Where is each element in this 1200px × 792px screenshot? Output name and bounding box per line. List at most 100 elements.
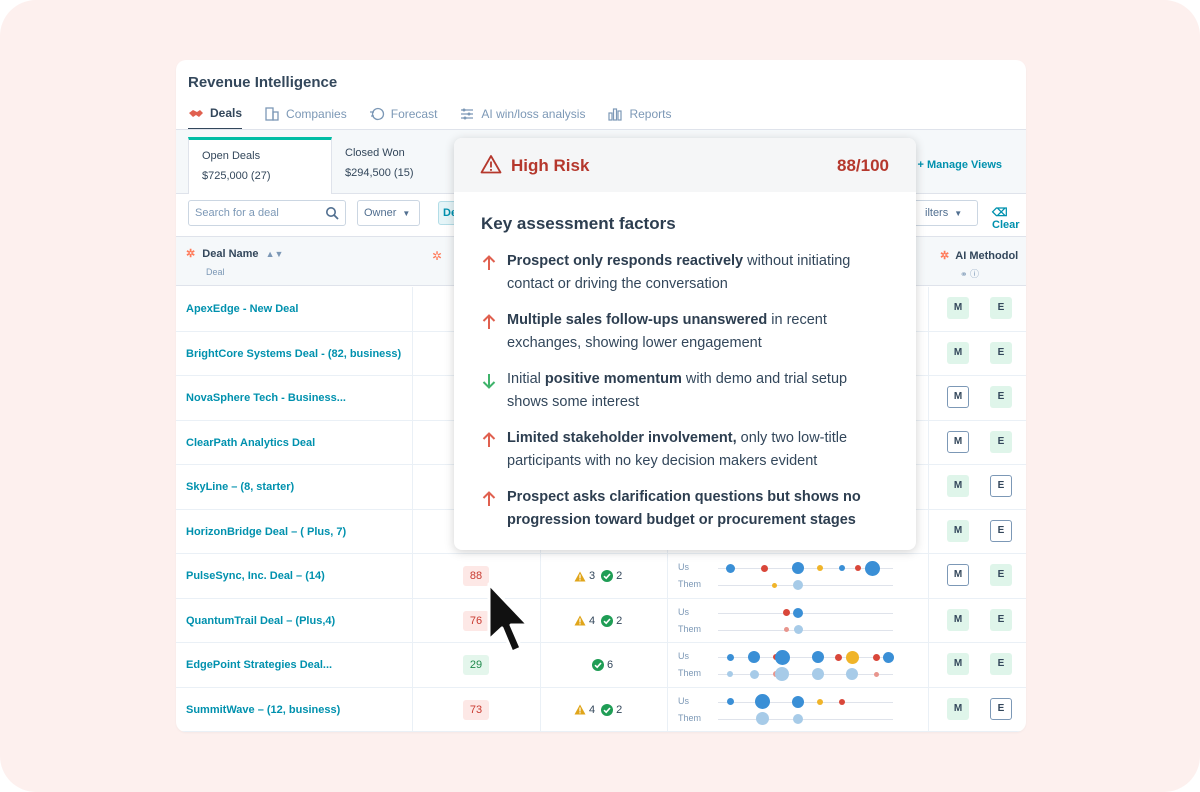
table-row[interactable]: EdgePoint Strategies Deal... 29 6 Us Them M E <box>176 643 1026 688</box>
methodology-m-badge[interactable]: M <box>947 341 969 364</box>
methodology-e-badge[interactable]: E <box>990 608 1012 631</box>
table-row[interactable]: QuantumTrail Deal – (Plus,4) 76 4 2 Us Them M E <box>176 598 1026 643</box>
methodology-m-badge[interactable]: M <box>947 608 969 631</box>
check-circle-icon <box>601 570 614 582</box>
check-count: 6 <box>592 659 613 671</box>
column-divider <box>412 598 413 642</box>
table-row[interactable]: SummitWave – (12, business) 73 4 2 Us Them M E <box>176 687 1026 732</box>
factor-list: Prospect only responds reactively withou… <box>481 250 891 545</box>
methodology-e-badge[interactable]: E <box>990 386 1012 408</box>
tab-forecast[interactable]: Forecast <box>369 106 437 130</box>
column-divider <box>928 465 929 509</box>
methodology-m-badge[interactable]: M <box>947 697 969 720</box>
us-activity-dot <box>725 563 735 573</box>
deal-name-link[interactable]: EdgePoint Strategies Deal... <box>186 659 333 671</box>
us-activity-dot <box>839 565 845 571</box>
them-line <box>718 629 893 631</box>
methodology-e-badge[interactable]: E <box>990 697 1012 720</box>
us-activity-dot <box>726 653 734 661</box>
factor-text: Initial positive momentum with demo and … <box>507 371 848 410</box>
warning-icon <box>480 155 502 174</box>
deal-name-link[interactable]: HorizonBridge Deal – ( Plus, 7) <box>186 525 347 538</box>
us-activity-dot <box>782 609 790 616</box>
us-activity-dot <box>834 653 842 661</box>
sort-icon[interactable]: ▲▼ <box>265 249 284 259</box>
more-filters-dropdown[interactable]: ilters ▼ <box>912 200 978 226</box>
owner-dropdown[interactable]: Owner ▼ <box>357 200 420 226</box>
methodology-m-badge[interactable]: M <box>947 297 969 319</box>
risk-score-badge[interactable]: 88 <box>463 566 489 586</box>
us-activity-dot <box>882 651 894 663</box>
risk-score-badge[interactable]: 29 <box>463 655 489 675</box>
them-line <box>718 585 893 586</box>
methodology-m-badge[interactable]: M <box>947 519 969 542</box>
factors-heading: Key assessment factors <box>481 214 676 233</box>
them-activity-dot <box>727 671 733 677</box>
column-divider <box>412 465 413 509</box>
column-divider <box>412 287 413 331</box>
methodology-m-badge[interactable]: M <box>947 430 969 453</box>
methodology-m-badge[interactable]: M <box>947 564 969 586</box>
deal-name-link[interactable]: BrightCore Systems Deal - (82, business) <box>186 347 402 360</box>
deal-name-link[interactable]: SummitWave – (12, business) <box>186 703 341 716</box>
search-input[interactable]: Search for a deal <box>188 200 346 226</box>
methodology-m-badge[interactable]: M <box>947 653 969 675</box>
assessment-factor: Prospect only responds reactively withou… <box>481 250 891 295</box>
ai-methodology-header[interactable]: ✲ AI Methodol <box>940 250 1019 262</box>
column-divider <box>928 598 929 642</box>
us-activity-dot <box>792 695 804 708</box>
deal-name-link[interactable]: SkyLine – (8, starter) <box>186 481 295 493</box>
factor-text: Prospect asks clarification questions bu… <box>507 489 861 528</box>
assessment-factor: Initial positive momentum with demo and … <box>481 368 891 413</box>
methodology-e-badge[interactable]: E <box>990 519 1012 542</box>
deal-name-link[interactable]: PulseSync, Inc. Deal – (14) <box>186 570 325 582</box>
methodology-m-badge[interactable]: M <box>947 386 969 408</box>
methodology-e-badge[interactable]: E <box>990 653 1012 675</box>
deal-name-header[interactable]: ✲ Deal Name ▲▼ <box>186 248 284 260</box>
popover-header: High Risk 88/100 <box>454 138 916 192</box>
them-activity-dot <box>793 625 803 634</box>
methodology-e-badge[interactable]: E <box>990 475 1012 497</box>
column-divider <box>667 554 668 598</box>
clear-filters-button[interactable]: ⌫ Clear <box>992 207 1020 231</box>
methodology-m-badge[interactable]: M <box>947 475 969 497</box>
engagement-timeline: Us Them <box>676 560 896 594</box>
methodology-e-badge[interactable]: E <box>990 297 1012 319</box>
column-divider <box>412 687 413 731</box>
us-line <box>718 701 893 703</box>
us-activity-dot <box>754 694 770 709</box>
methodology-e-badge[interactable]: E <box>990 564 1012 586</box>
risk-score-badge[interactable]: 73 <box>463 699 489 720</box>
column-divider <box>412 331 413 375</box>
tab-companies[interactable]: Companies <box>264 106 347 130</box>
risk-score-badge[interactable]: 76 <box>463 610 489 631</box>
methodology-e-badge[interactable]: E <box>990 341 1012 364</box>
them-activity-dot <box>749 669 759 679</box>
deal-name-link[interactable]: ClearPath Analytics Deal <box>186 436 316 449</box>
column-divider <box>667 598 668 642</box>
us-activity-dot <box>774 649 790 665</box>
us-activity-dot <box>817 698 823 705</box>
us-activity-dot <box>812 651 824 663</box>
them-activity-dot <box>771 582 777 588</box>
column-divider <box>928 687 929 731</box>
hubspot-icon: ✲ <box>186 248 196 260</box>
them-label: Them <box>678 668 702 678</box>
us-activity-dot <box>864 560 880 576</box>
column-divider <box>928 287 929 331</box>
view-tab-closed-won[interactable]: Closed Won $294,500 (15) <box>345 147 414 179</box>
manage-views-link[interactable]: + Manage Views <box>917 159 1002 171</box>
help-icon[interactable]: ⚭ ⓘ <box>960 269 980 279</box>
deal-name-link[interactable]: NovaSphere Tech - Business... <box>186 392 346 404</box>
table-row[interactable]: PulseSync, Inc. Deal – (14) 88 3 2 Us Them M E <box>176 554 1026 599</box>
deal-name-link[interactable]: QuantumTrail Deal – (Plus,4) <box>186 614 336 627</box>
view-tab-open-deals[interactable]: Open Deals $725,000 (27) <box>188 137 332 194</box>
them-activity-dot <box>755 712 769 725</box>
tab-deals[interactable]: Deals <box>188 106 243 130</box>
methodology-e-badge[interactable]: E <box>990 430 1012 453</box>
tab-ai-win-loss[interactable]: AI win/loss analysis <box>459 106 585 130</box>
deal-name-link[interactable]: ApexEdge - New Deal <box>186 303 299 315</box>
tab-reports[interactable]: Reports <box>607 106 672 130</box>
ai-analysis-icon <box>461 108 474 120</box>
